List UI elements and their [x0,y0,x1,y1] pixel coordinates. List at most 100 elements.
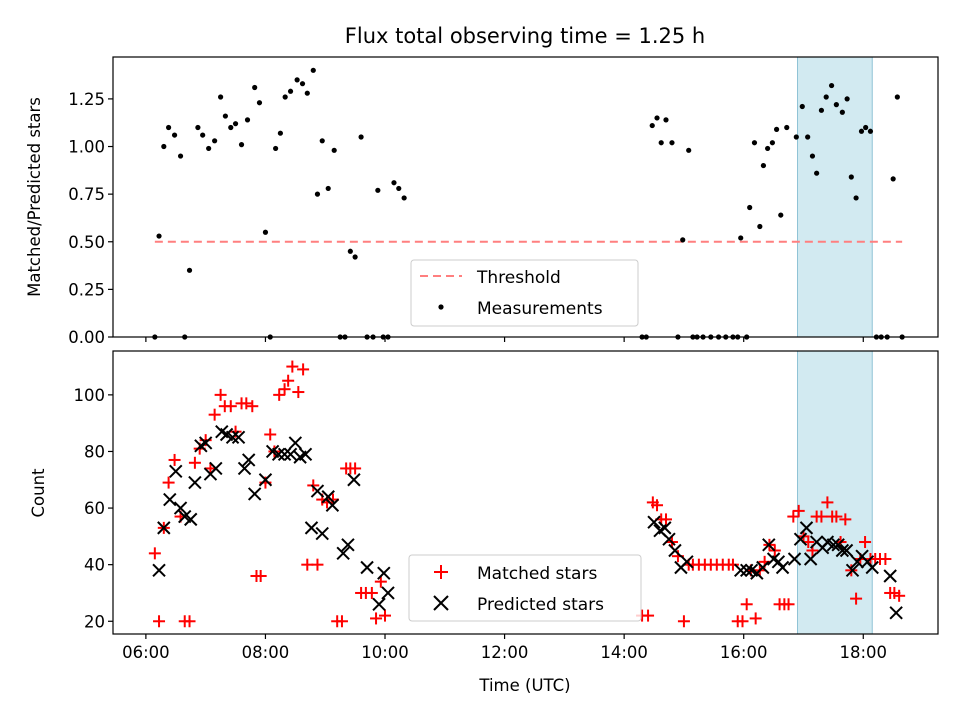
matched-stars-point [815,510,828,523]
measurement-point [228,124,234,131]
measurement-point [391,180,397,186]
legend-matched-label: Matched stars [477,564,597,584]
measurement-point [858,128,865,134]
matched-stars-point [292,386,305,399]
x-stroke [766,552,781,566]
measurement-point [401,195,407,201]
legend-measurement-label: Measurements [477,299,603,319]
measurement-point [793,134,799,140]
matched-stars-point [740,598,753,611]
axis-ticks: 20 40 60 80 100 06:00 08:00 10:00 12:00 14:00 16:0… [74,386,888,662]
matched-stars-point [839,513,852,526]
predicted-stars-point [668,543,682,558]
measurement-point [165,124,172,131]
predicted-stars-point [310,484,325,498]
matched-stars-point [188,456,201,469]
measurement-point [396,185,402,192]
measurement-point [839,109,845,115]
matched-stars-point [859,536,872,549]
ratio-panel: 0.00 0.25 0.50 0.75 1.00 1.25 Matched/Predict… [25,56,939,347]
matched-stars-point [370,612,383,625]
x-stroke [883,569,897,583]
measurement-point [232,121,239,127]
measurement-point [649,122,655,129]
x-stroke [237,461,252,476]
matched-stars-point [224,400,237,413]
x-stroke [215,424,229,439]
measurement-point [686,147,692,153]
predicted-stars-point [771,555,786,569]
legend-box [408,554,642,622]
y-tick-label: 0.00 [68,328,105,347]
x-stroke [762,538,776,552]
measurement-point [375,187,381,193]
predicted-stars-point [152,563,166,578]
x-stroke [225,430,240,445]
predicted-stars-point [799,521,814,535]
measurement-point [833,102,839,108]
y-tick-label: 40 [84,556,105,575]
matched-stars-point [879,553,892,566]
legend-threshold-label: Threshold [476,268,561,288]
x-stroke [178,509,192,524]
x-stroke [377,566,391,580]
x-stroke [734,563,748,578]
x-stroke [889,606,903,620]
measurement-point [799,103,805,110]
predicted-stars-point [658,521,672,535]
x-stroke [152,563,166,578]
x-stroke [662,532,676,546]
x-tick-label: 14:00 [600,643,648,662]
predicted-stars-point [283,447,298,462]
matched-stars-point [349,462,362,475]
x-tick-label: 16:00 [720,643,768,662]
matched-stars-point [782,598,795,611]
matched-stars-point [311,558,324,571]
matched-stars-point [282,374,295,387]
predicted-stars-point [381,586,395,600]
x-stroke [219,427,234,442]
x-tick-label: 12:00 [481,643,529,662]
measurement-point [218,94,224,100]
x-stroke [680,555,694,569]
x-stroke [283,447,298,462]
x-tick-label: 06:00 [122,643,170,662]
y-tick-label: 60 [84,499,105,518]
predicted-stars-point [237,461,252,476]
x-stroke [298,447,313,462]
x-stroke [258,473,273,487]
matched-stars-point [659,513,672,526]
matched-stars-point [301,558,314,571]
measurement-point [244,117,251,123]
measurement-point [319,138,325,144]
predicted-stars-point [347,473,361,487]
matched-stars-point [278,383,291,396]
measurement-point [658,140,664,146]
highlight-layer [797,56,873,338]
x-stroke [315,526,329,541]
x-stroke [647,515,661,529]
measurement-point [177,153,184,159]
legend: Threshold Measurements [410,259,639,327]
matched-stars-point [374,575,387,588]
measurement-point [823,94,829,100]
measurement-point [765,145,771,152]
predicted-stars-point [184,512,198,527]
y-tick-label: 80 [84,442,105,461]
measurement-point [663,117,669,123]
predicted-stars-point [247,487,262,501]
predicted-stars-point [188,475,202,490]
x-stroke [820,535,835,549]
measurement-point [206,145,212,152]
measurement-point [828,82,835,89]
x-stroke [372,597,386,611]
matched-stars-point [642,609,655,622]
predicted-stars-point [372,597,386,611]
measurement-point [156,233,162,239]
x-stroke [247,487,262,501]
matched-stars-point [148,547,161,560]
measurement-point [252,84,258,91]
measurement-point [805,134,811,140]
matched-stars-point [792,504,805,517]
x-stroke [658,521,672,535]
